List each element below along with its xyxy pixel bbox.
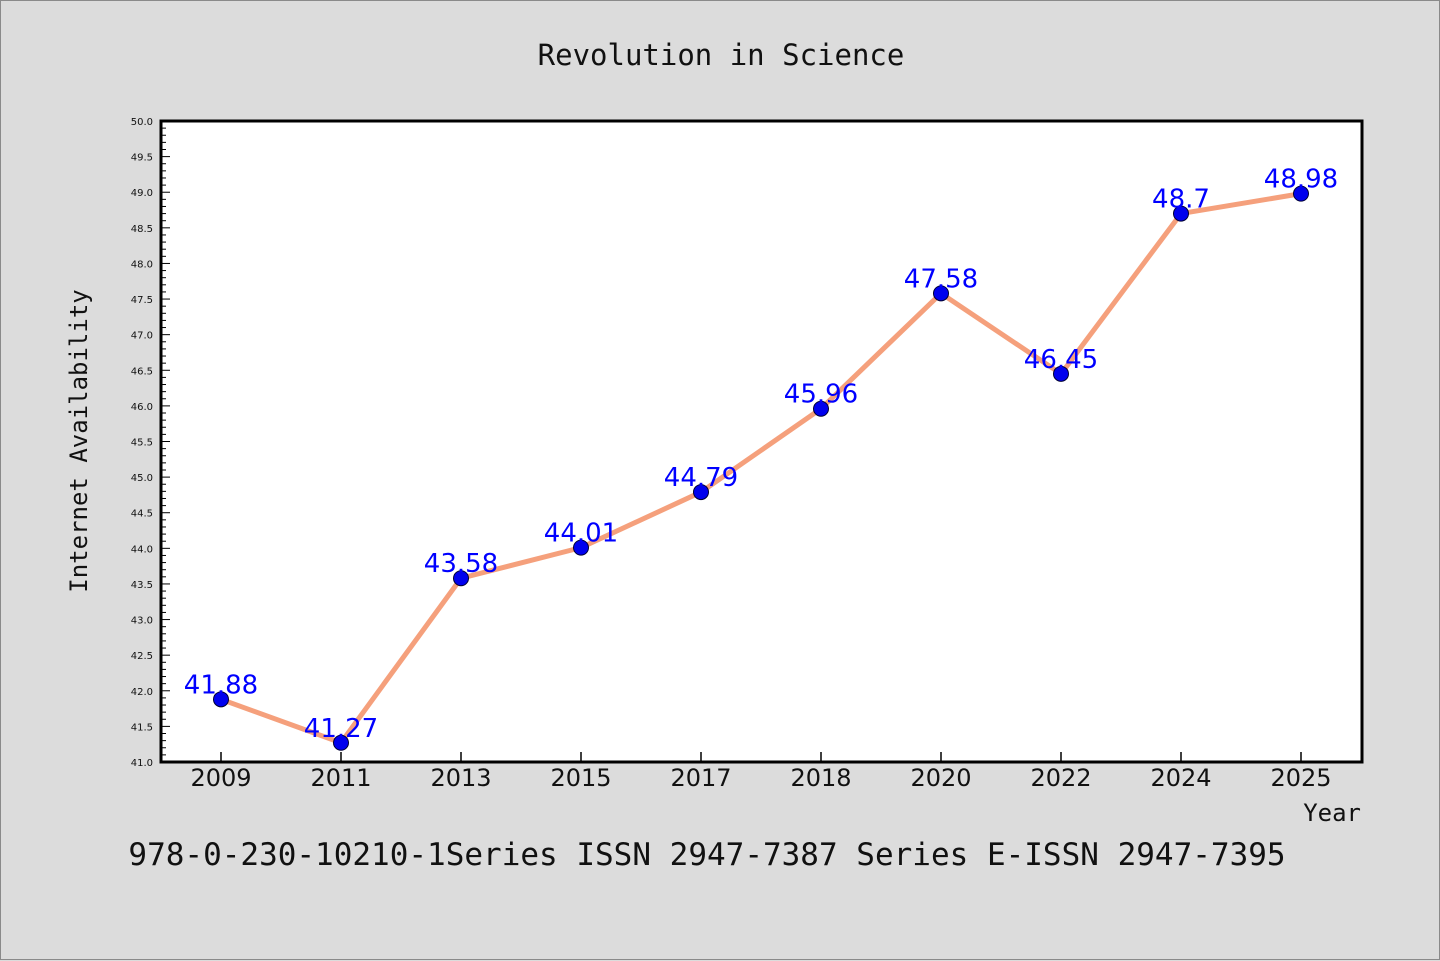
y-tick-label: 46.5 [131,366,153,377]
y-tick-label: 42.5 [131,651,153,662]
y-tick-label: 46.0 [131,402,153,413]
y-tick-label: 41.0 [131,758,153,769]
y-tick-label: 47.0 [131,331,153,342]
data-label: 44.01 [544,519,618,549]
data-label: 41.88 [184,670,258,700]
y-axis-tick-labels: 41.0 41.5 42.0 42.5 43.0 43.5 44.0 44.5 45.0 45.5… [131,117,153,769]
data-point [813,400,829,417]
y-tick-label: 42.0 [131,687,153,698]
y-tick-label: 49.5 [131,153,153,164]
x-tick-label: 2015 [550,764,611,792]
y-axis-ticks [161,120,170,763]
data-label: 46.45 [1024,345,1098,375]
data-point [1173,205,1189,222]
data-point [333,734,349,751]
y-tick-label: 49.0 [131,188,153,199]
data-point [573,539,589,556]
x-tick-label: 2020 [910,764,971,792]
data-label: 44.79 [664,463,738,493]
data-point [453,570,469,587]
x-tick-label: 2017 [670,764,731,792]
data-labels: 41.88 41.27 43.58 44.01 44.79 45.96 47.58 46.45… [184,165,1338,744]
x-tick-label: 2013 [430,764,491,792]
data-point [1293,185,1309,202]
y-tick-label: 43.5 [131,580,153,591]
data-label: 48.7 [1152,185,1210,215]
x-tick-label: 2024 [1150,764,1211,792]
data-point [1053,365,1069,382]
x-axis-label: Year [1303,799,1361,827]
y-tick-label: 48.0 [131,259,153,270]
x-tick-label: 2009 [190,764,251,792]
y-axis-label: Internet Availability [65,289,93,592]
x-axis-ticks [220,752,1302,762]
x-tick-label: 2018 [790,764,851,792]
data-label: 47.58 [904,264,978,294]
data-label: 45.96 [784,380,858,410]
y-tick-label: 50.0 [131,117,153,128]
y-tick-label: 47.5 [131,295,153,306]
y-tick-label: 43.0 [131,616,153,627]
plot-area [159,119,1364,764]
data-point [933,285,949,302]
data-label: 41.27 [304,714,378,744]
data-point [693,484,709,501]
x-tick-label: 2011 [310,764,371,792]
data-label: 48.98 [1264,165,1338,195]
x-axis-tick-labels: 2009 2011 2013 2015 2017 2018 2020 2022 2024 2025 [190,764,1331,792]
data-label: 43.58 [424,549,498,579]
series-line [218,191,1304,746]
y-tick-label: 41.5 [131,722,153,733]
y-tick-label: 45.5 [131,438,153,449]
x-tick-label: 2022 [1030,764,1091,792]
y-tick-label: 45.0 [131,473,153,484]
x-tick-label: 2025 [1270,764,1331,792]
data-point [213,691,229,708]
y-tick-label: 44.0 [131,544,153,555]
y-tick-label: 44.5 [131,509,153,520]
chart-title: Revolution in Science [538,38,905,72]
data-markers [213,185,1309,751]
footer-isbn-issn: 978-0-230-10210-1Series ISSN 2947-7387 S… [128,837,1285,873]
y-tick-label: 48.5 [131,224,153,235]
